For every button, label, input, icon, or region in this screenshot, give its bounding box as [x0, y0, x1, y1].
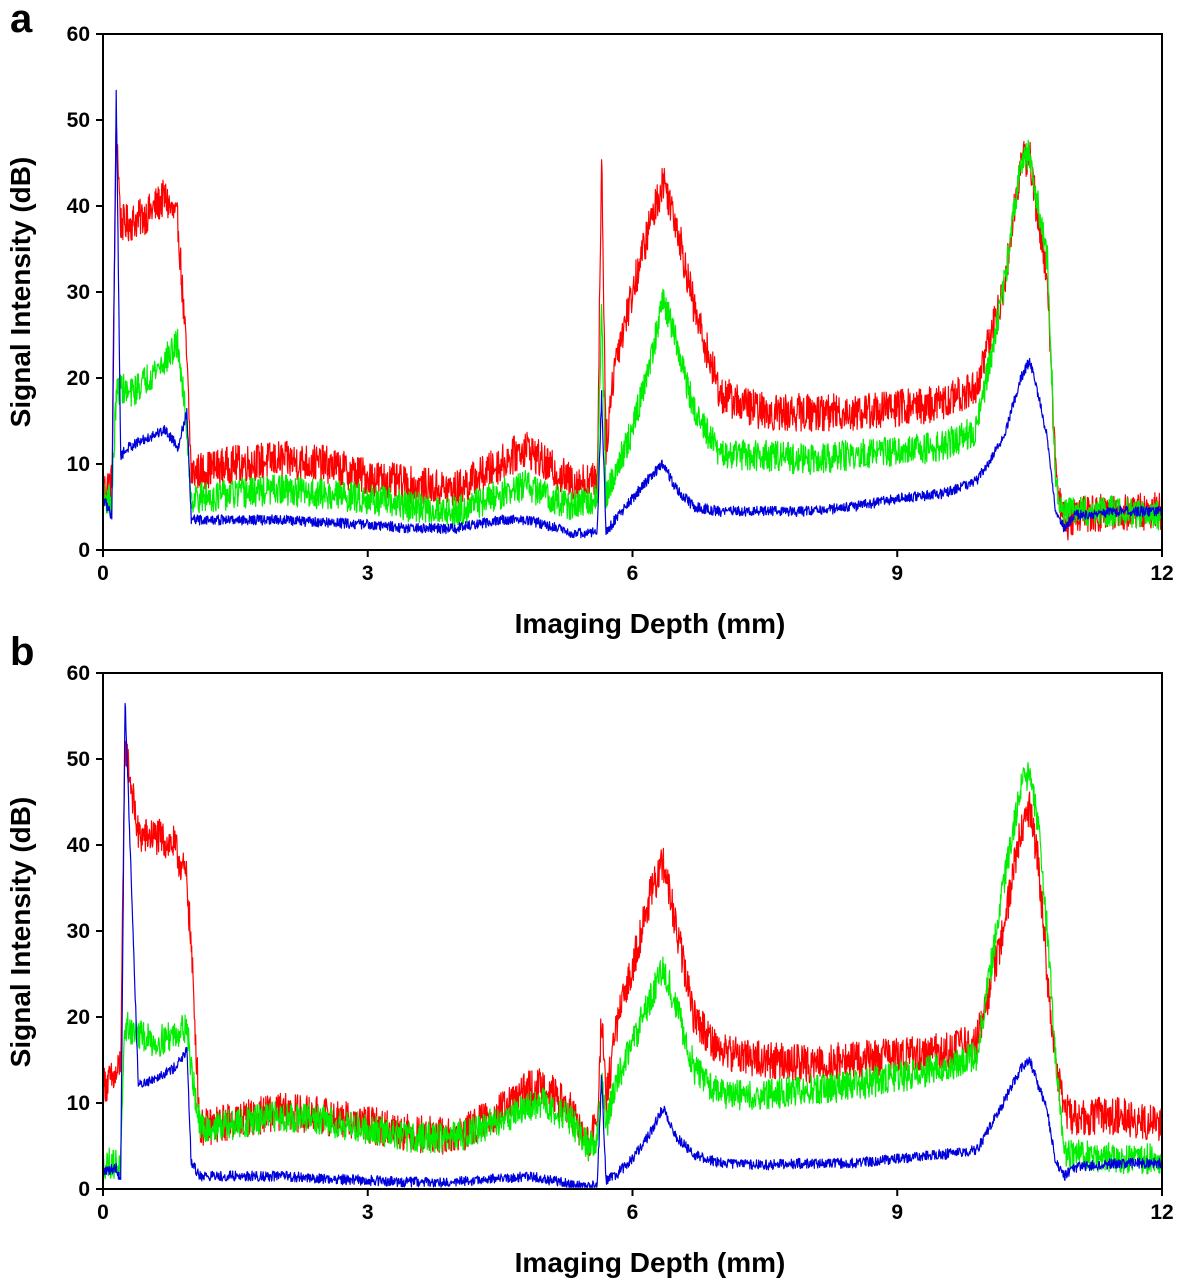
axis-ticks: 0 3 6 9 12 0 10 20 30 40 50 60 [67, 23, 1174, 585]
y-axis-title: Signal Intensity (dB) [5, 157, 36, 428]
x-axis-title: Imaging Depth (mm) [515, 1247, 786, 1278]
x-tick-label: 0 [97, 1201, 109, 1224]
y-tick-label: 60 [67, 23, 90, 46]
series-red [102, 121, 1163, 541]
plot-area [102, 702, 1163, 1188]
x-tick-label: 6 [627, 562, 639, 585]
x-tick-label: 9 [891, 562, 903, 585]
x-tick-label: 6 [627, 1201, 639, 1224]
series-blue [102, 702, 1163, 1188]
panel-a: a Signal Intensity (dB) Imaging Depth (m… [5, 0, 1174, 639]
y-tick-label: 30 [67, 281, 90, 304]
axis-ticks: 0 3 6 9 12 0 10 20 30 40 50 60 [67, 662, 1174, 1224]
series-green [102, 762, 1163, 1180]
x-tick-label: 9 [891, 1201, 903, 1224]
y-tick-label: 40 [67, 834, 90, 857]
y-tick-label: 10 [67, 1092, 90, 1115]
y-tick-label: 60 [67, 662, 90, 685]
plot-frame [102, 33, 1163, 551]
x-tick-label: 12 [1150, 562, 1173, 585]
x-tick-label: 0 [97, 562, 109, 585]
y-tick-label: 20 [67, 367, 90, 390]
y-tick-label: 40 [67, 195, 90, 218]
panel-b: b Signal Intensity (dB) Imaging Depth (m… [5, 630, 1174, 1278]
series-red [102, 739, 1163, 1162]
panel-letter: a [10, 0, 33, 41]
x-tick-label: 3 [362, 1201, 374, 1224]
y-tick-label: 10 [67, 453, 90, 476]
y-tick-label: 50 [67, 109, 90, 132]
panel-letter: b [10, 630, 34, 674]
x-tick-label: 12 [1150, 1201, 1173, 1224]
x-tick-label: 3 [362, 562, 374, 585]
y-tick-label: 0 [78, 539, 90, 562]
y-tick-label: 50 [67, 748, 90, 771]
y-tick-label: 30 [67, 920, 90, 943]
y-tick-label: 0 [78, 1178, 90, 1201]
y-tick-label: 20 [67, 1006, 90, 1029]
plot-area [102, 89, 1163, 541]
plot-frame [102, 672, 1163, 1190]
x-axis-title: Imaging Depth (mm) [515, 608, 786, 639]
series-blue [102, 89, 1163, 539]
y-axis-title: Signal Intensity (dB) [5, 797, 36, 1068]
series-green [102, 139, 1163, 531]
